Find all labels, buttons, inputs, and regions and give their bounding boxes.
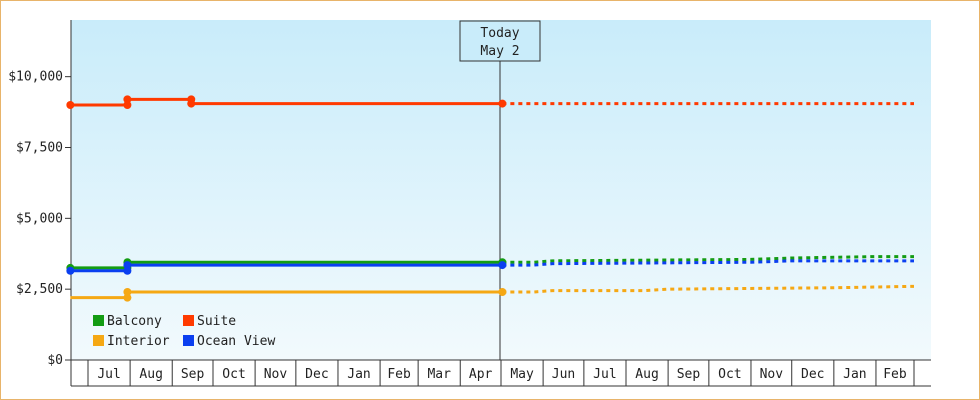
legend-swatch [93, 315, 104, 326]
series-point [123, 95, 132, 104]
series-point [187, 99, 196, 108]
series-line-projection [502, 255, 914, 264]
legend-swatch [93, 335, 104, 346]
y-tick-label: $0 [47, 353, 63, 368]
x-tick-label: Aug [635, 367, 658, 382]
legend-label: Balcony [107, 314, 162, 329]
y-tick-label: $5,000 [16, 211, 63, 226]
x-tick-label: Feb [387, 367, 411, 382]
y-tick-label: $2,500 [16, 282, 63, 297]
legend-swatch [183, 315, 194, 326]
series-point [498, 288, 507, 296]
x-tick-label: Jan [843, 367, 866, 382]
series-line-projection [502, 284, 915, 294]
x-tick-label: Mar [427, 367, 451, 382]
series-point [123, 288, 132, 296]
legend: Balcony Suite Interior Ocean View [93, 314, 275, 349]
series-point [66, 266, 75, 275]
series-line-history [70, 97, 503, 107]
series-point [123, 101, 132, 109]
x-tick-label: Jun [552, 367, 575, 382]
x-tick-label: May [510, 367, 534, 382]
y-tick-label: $10,000 [8, 70, 63, 85]
series-point [498, 99, 507, 108]
series-point [66, 101, 75, 109]
series-point [123, 293, 132, 302]
legend-label: Interior [107, 334, 170, 349]
today-box [459, 20, 541, 62]
x-tick-label: Sep [181, 367, 205, 382]
legend-label: Ocean View [197, 334, 275, 349]
x-tick-label: Jul [97, 367, 120, 382]
today-marker: Today May 2 [459, 20, 541, 360]
legend-label: Suite [197, 314, 236, 329]
x-tick-label: Nov [760, 367, 784, 382]
x-tick-label: Oct [222, 367, 245, 382]
x-tick-label: Oct [718, 367, 741, 382]
series-point [123, 266, 132, 275]
plot-background [71, 20, 931, 360]
today-label: Today [480, 26, 519, 41]
x-axis: Jul Aug Sep Oct Nov Dec Jan Feb Mar Apr May Jun Jul A… [71, 359, 931, 387]
x-tick-label: Aug [139, 367, 162, 382]
x-tick-label: Jul [593, 367, 616, 382]
x-tick-label: Sep [677, 367, 701, 382]
legend-swatch [183, 335, 194, 346]
series-point [123, 261, 132, 270]
y-tick-label: $7,500 [16, 141, 63, 156]
series-line-projection [502, 259, 914, 267]
x-tick-label: Apr [469, 367, 493, 382]
x-tick-label: Dec [305, 367, 328, 382]
y-axis: $0 $2,500 $5,000 $7,500 $10,000 [8, 20, 72, 386]
x-tick-label: Jan [347, 367, 370, 382]
series-point [498, 261, 507, 270]
x-tick-label: Nov [264, 367, 288, 382]
x-tick-label: Feb [883, 367, 907, 382]
series [66, 95, 915, 302]
x-tick-label: Dec [801, 367, 824, 382]
today-date: May 2 [480, 44, 519, 59]
